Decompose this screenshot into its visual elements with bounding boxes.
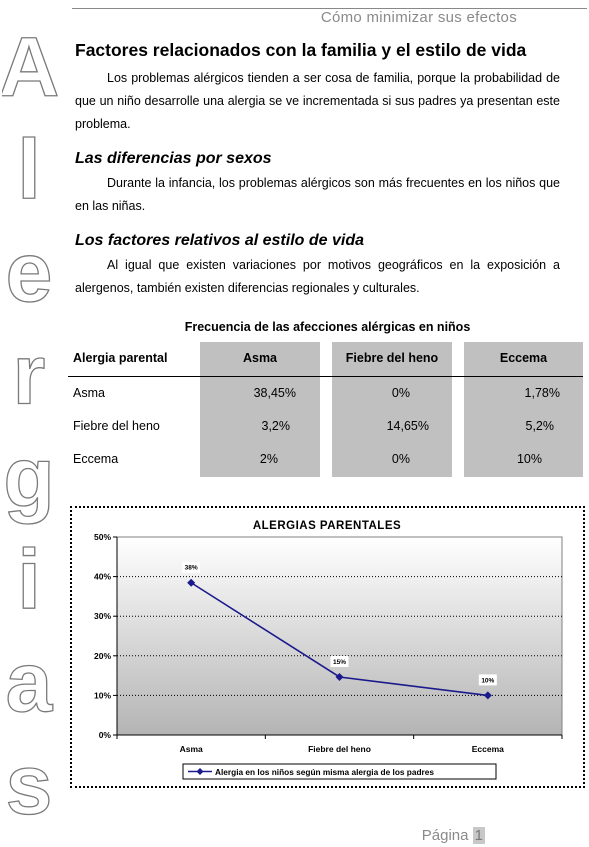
side-title-letter: i	[17, 533, 40, 627]
running-header: Cómo minimizar sus efectos	[320, 9, 517, 26]
page-footer: Página 1	[422, 827, 485, 844]
table-cell: 14,65%	[386, 419, 429, 433]
col-bg-eccema	[464, 342, 583, 477]
table-cell: 38,45%	[253, 386, 296, 400]
y-tick-label: 30%	[94, 611, 111, 621]
allergy-table: Alergia parental Asma Fiebre del heno Ec…	[68, 342, 583, 477]
page-label: Página	[421, 827, 469, 844]
table-cell: 0%	[391, 452, 410, 466]
data-point	[335, 672, 344, 681]
chart-frame: ALERGIAS PARENTALES 0% 10% 20% 30% 40% 50% Asm…	[70, 506, 585, 788]
table-header-cell: Fiebre del heno	[345, 351, 439, 365]
section-text: Los problemas alérgicos tienden a ser co…	[75, 71, 560, 131]
section-heading: Las diferencias por sexos	[75, 150, 272, 167]
section-heading: Factores relacionados con la familia y e…	[75, 40, 527, 60]
section-family: Factores relacionados con la familia y e…	[75, 40, 560, 136]
section-sex: Las diferencias por sexos Durante la inf…	[75, 150, 560, 218]
line-chart: ALERGIAS PARENTALES 0% 10% 20% 30% 40% 50% Asm…	[94, 520, 563, 780]
data-label: 38%	[185, 565, 198, 572]
y-tick-label: 50%	[94, 532, 111, 542]
legend-box	[182, 763, 497, 780]
table-row-label: Eccema	[73, 452, 119, 466]
side-title-letter: A	[2, 20, 59, 114]
side-title-letter: s	[6, 738, 53, 832]
y-tick-label: 20%	[94, 651, 111, 661]
table-cell: 2%	[259, 452, 278, 466]
table-cell: 10%	[516, 452, 542, 466]
data-label-bg	[478, 674, 497, 686]
legend-label: Alergia en los niños según misma alergia…	[215, 767, 434, 777]
table-cell: 1,78%	[524, 386, 560, 400]
header-divider	[68, 376, 583, 377]
y-tick-label: 0%	[99, 730, 112, 740]
side-title-letter: e	[6, 225, 53, 319]
table-cell: 5,2%	[525, 419, 555, 433]
table-row-label: Asma	[73, 386, 105, 400]
section-lifestyle: Los factores relativos al estilo de vida…	[75, 232, 560, 300]
legend-marker	[196, 768, 204, 775]
col-bg-fiebre	[332, 342, 452, 477]
section-heading: Los factores relativos al estilo de vida	[75, 232, 364, 249]
x-tick-label: Fiebre del heno	[308, 744, 371, 754]
header-rule	[72, 8, 587, 9]
side-title-letter: g	[3, 430, 54, 524]
x-tick-label: Eccema	[472, 744, 504, 754]
data-point	[187, 578, 196, 587]
y-tick-label: 40%	[94, 572, 111, 582]
section-text: Al igual que existen variaciones por mot…	[75, 258, 560, 295]
table-header-cell: Alergia parental	[73, 351, 168, 365]
main-content: Factores relacionados con la familia y e…	[75, 40, 560, 308]
table-cell: 3,2%	[261, 419, 291, 433]
table-cell: 0%	[391, 386, 410, 400]
y-tick-label: 10%	[94, 690, 111, 700]
col-bg-asma	[200, 342, 320, 477]
table-header-cell: Asma	[242, 351, 278, 365]
page-number: 1	[472, 827, 485, 844]
data-label: 15%	[333, 659, 346, 666]
table-header-cell: Eccema	[499, 351, 548, 365]
section-text: Durante la infancia, los problemas alérg…	[75, 176, 560, 213]
side-title-letter: a	[6, 635, 54, 729]
data-label-bg	[182, 561, 201, 573]
side-title-letter: r	[13, 328, 46, 422]
table-row-label: Fiebre del heno	[73, 419, 160, 433]
chart-title: ALERGIAS PARENTALES	[253, 520, 401, 532]
data-point	[483, 691, 492, 700]
side-title-letter: l	[17, 123, 40, 217]
data-label-bg	[330, 655, 349, 667]
x-tick-label: Asma	[180, 744, 203, 754]
data-label: 10%	[481, 677, 494, 684]
table-title: Frecuencia de las afecciones alérgicas e…	[184, 320, 471, 334]
